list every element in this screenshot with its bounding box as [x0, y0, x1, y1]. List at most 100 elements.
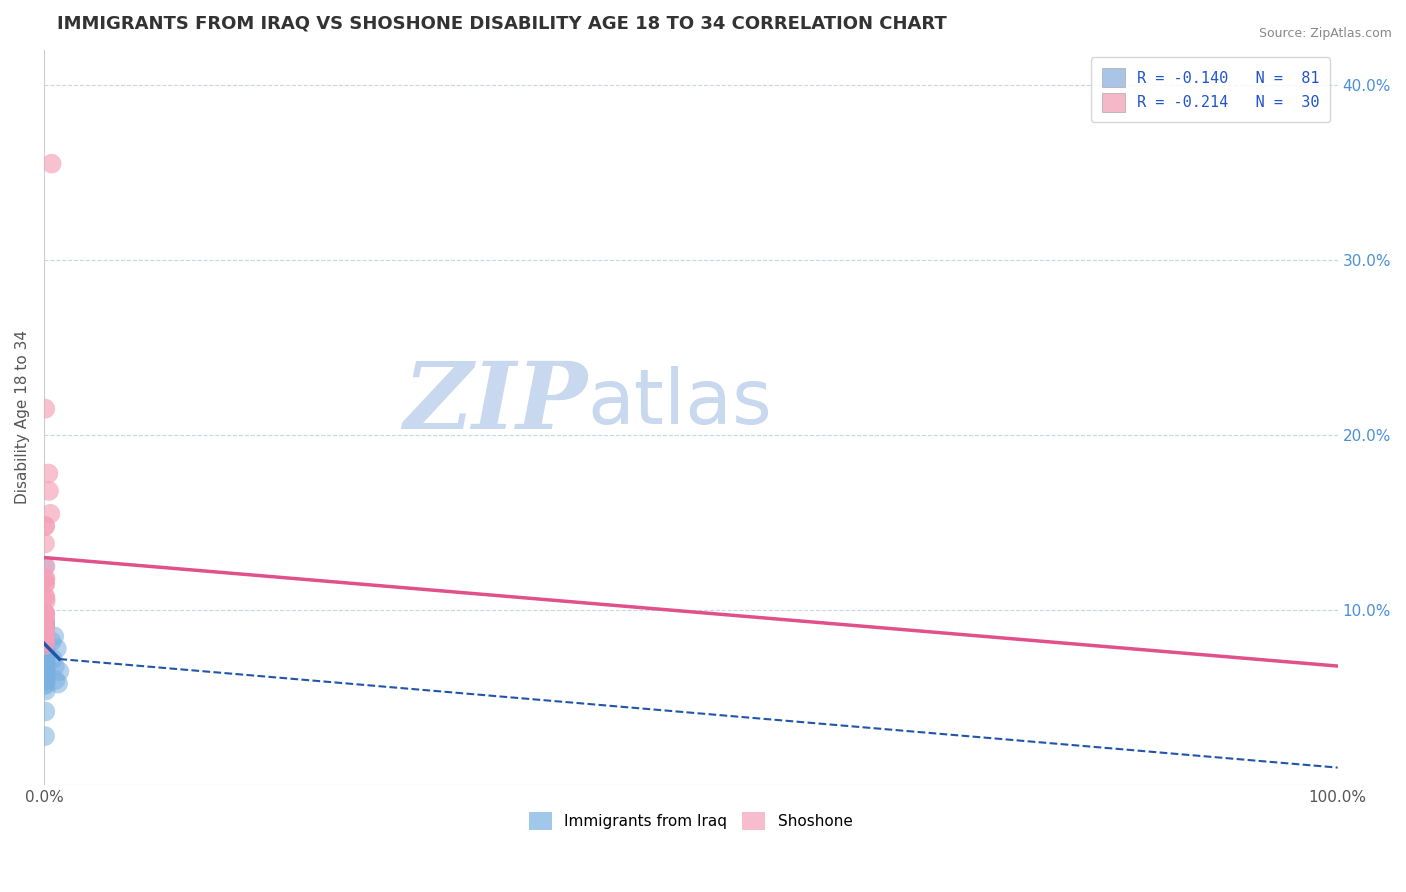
Point [34, 641, 56, 656]
Point [34, 536, 56, 550]
Point [34, 621, 56, 635]
Point [34, 636, 56, 650]
Point [35, 676, 58, 690]
Point [35, 683, 58, 698]
Point [34, 654, 56, 668]
Point [34, 591, 56, 605]
Point [44, 673, 66, 687]
Point [34, 519, 56, 533]
Point [34, 619, 56, 633]
Point [34, 619, 56, 633]
Point [34, 576, 56, 591]
Point [34, 650, 56, 665]
Point [34, 607, 56, 621]
Point [34, 634, 56, 648]
Point [34, 559, 56, 574]
Point [42, 652, 65, 666]
Point [34, 631, 56, 645]
Point [34, 589, 56, 603]
Point [34, 652, 56, 666]
Point [38, 483, 60, 498]
Text: Source: ZipAtlas.com: Source: ZipAtlas.com [1258, 27, 1392, 40]
Point [34, 678, 56, 692]
Point [34, 673, 56, 687]
Point [35, 659, 58, 673]
Point [34, 666, 56, 681]
Point [34, 657, 56, 672]
Point [34, 668, 56, 682]
Point [34, 559, 56, 574]
Text: IMMIGRANTS FROM IRAQ VS SHOSHONE DISABILITY AGE 18 TO 34 CORRELATION CHART: IMMIGRANTS FROM IRAQ VS SHOSHONE DISABIL… [56, 15, 946, 33]
Point [34, 641, 56, 656]
Point [34, 673, 56, 687]
Point [34, 624, 56, 638]
Point [34, 629, 56, 643]
Point [34, 705, 56, 719]
Point [34, 640, 56, 654]
Point [34, 650, 56, 665]
Point [34, 615, 56, 630]
Point [34, 668, 56, 682]
Point [34, 668, 56, 682]
Point [34, 401, 56, 416]
Point [34, 640, 56, 654]
Point [34, 632, 56, 647]
Point [41, 156, 63, 170]
Point [34, 624, 56, 638]
Point [34, 671, 56, 685]
Point [34, 671, 56, 685]
Point [34, 669, 56, 683]
Point [34, 656, 56, 670]
Point [34, 638, 56, 652]
Point [34, 621, 56, 635]
Text: ZIP: ZIP [404, 358, 588, 448]
Point [35, 669, 58, 683]
Point [34, 643, 56, 657]
Y-axis label: Disability Age 18 to 34: Disability Age 18 to 34 [15, 330, 30, 505]
Point [34, 652, 56, 666]
Point [34, 634, 56, 648]
Point [34, 615, 56, 630]
Point [34, 612, 56, 626]
Point [44, 659, 66, 673]
Point [34, 622, 56, 636]
Point [34, 648, 56, 663]
Point [34, 669, 56, 683]
Point [34, 634, 56, 648]
Point [34, 607, 56, 621]
Point [34, 668, 56, 682]
Point [46, 676, 69, 690]
Point [34, 632, 56, 647]
Point [44, 629, 66, 643]
Point [48, 665, 70, 679]
Point [34, 654, 56, 668]
Point [34, 650, 56, 665]
Point [34, 634, 56, 648]
Point [34, 647, 56, 661]
Point [34, 615, 56, 630]
Legend: Immigrants from Iraq, Shoshone: Immigrants from Iraq, Shoshone [523, 805, 859, 837]
Point [34, 650, 56, 665]
Point [41, 634, 63, 648]
Point [34, 648, 56, 663]
Point [34, 650, 56, 665]
Point [34, 572, 56, 586]
Point [34, 624, 56, 638]
Point [34, 624, 56, 638]
Point [34, 636, 56, 650]
Point [34, 576, 56, 591]
Point [34, 661, 56, 675]
Point [34, 634, 56, 648]
Point [34, 729, 56, 743]
Point [34, 625, 56, 640]
Point [34, 654, 56, 668]
Point [34, 657, 56, 672]
Point [34, 629, 56, 643]
Point [45, 641, 67, 656]
Point [34, 673, 56, 687]
Point [34, 572, 56, 586]
Point [34, 608, 56, 623]
Point [34, 669, 56, 683]
Point [34, 629, 56, 643]
Point [34, 607, 56, 621]
